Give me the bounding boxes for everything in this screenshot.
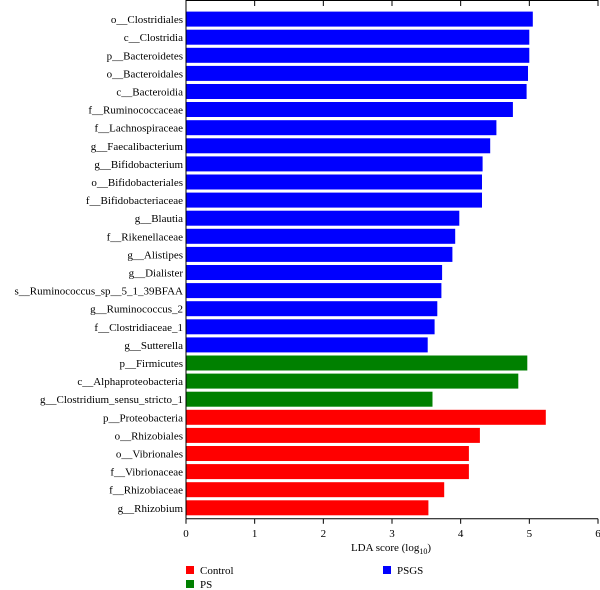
category-label: g__Dialister (129, 268, 184, 280)
x-axis-title: LDA score (log10) (351, 542, 431, 556)
bar-g-faecalibacterium (186, 138, 491, 154)
x-tick-label: 6 (595, 528, 600, 540)
category-label: g__Clostridium_sensu_stricto_1 (40, 394, 183, 406)
bar-f-rhizobiaceae (186, 482, 445, 498)
category-label: p__Bacteroidetes (107, 50, 183, 62)
bar-c-clostridia (186, 29, 530, 45)
x-axis-title-text: LDA score (log (351, 542, 420, 554)
legend-label-ps: PS (200, 579, 212, 590)
bar-o-bifidobacteriales (186, 174, 482, 190)
x-tick-label: 3 (389, 528, 395, 540)
category-label: f__Vibrionaceae (110, 467, 183, 479)
bar-g-rhizobium (186, 500, 429, 516)
category-label: o__Clostridiales (111, 14, 183, 26)
bar-p-proteobacteria (186, 409, 546, 425)
legend-swatch-psgs (383, 566, 391, 574)
category-label: o__Vibrionales (116, 449, 183, 461)
category-label: g__Bifidobacterium (94, 159, 183, 171)
category-label: g__Blautia (135, 213, 183, 225)
bar-g-blautia (186, 210, 460, 226)
legend-label-psgs: PSGS (397, 565, 423, 577)
category-label: p__Proteobacteria (103, 412, 183, 424)
category-label: c__Bacteroidia (116, 87, 183, 99)
category-labels-group: o__Clostridiales c__Clostridia p__Bacteroi… (15, 14, 184, 515)
legend-label-control: Control (200, 565, 234, 577)
bar-p-bacteroidetes (186, 47, 530, 63)
bar-f-rikenellaceae (186, 228, 456, 244)
x-axis-title-close: ) (427, 542, 431, 554)
bar-g-bifidobacterium (186, 156, 483, 172)
category-label: s__Ruminococcus_sp__5_1_39BFAA (15, 286, 184, 298)
category-label: f__Rikenellaceae (107, 231, 183, 243)
category-label: f__Clostridiaceae_1 (94, 322, 183, 334)
category-label: c__Alphaproteobacteria (77, 376, 183, 388)
bar-f-lachnospiraceae (186, 120, 497, 136)
x-tick-label: 1 (252, 528, 258, 540)
category-label: o__Rhizobiales (115, 430, 183, 442)
legend: Control PS PSGS (186, 565, 423, 590)
bar-o-bacteroidales (186, 65, 528, 81)
category-label: c__Clostridia (124, 32, 183, 44)
category-label: g__Sutterella (124, 340, 183, 352)
x-axis: 0 1 2 3 4 5 6 (183, 0, 600, 540)
x-tick-label: 2 (321, 528, 327, 540)
category-label: o__Bacteroidales (107, 68, 183, 80)
bar-g-clostridium-sensu-stricto-1 (186, 391, 433, 407)
category-label: g__Faecalibacterium (91, 141, 184, 153)
bar-p-firmicutes (186, 355, 528, 371)
bars-group (186, 11, 546, 516)
legend-swatch-ps (186, 580, 194, 588)
category-label: p__Firmicutes (119, 358, 183, 370)
category-label: f__Lachnospiraceae (94, 123, 183, 135)
bar-g-alistipes (186, 246, 453, 262)
bar-f-bifidobacteriaceae (186, 192, 482, 208)
bar-g-ruminococcus-2 (186, 301, 438, 317)
x-tick-label: 5 (527, 528, 533, 540)
category-label: f__Ruminococcaceae (88, 105, 183, 117)
legend-swatch-control (186, 566, 194, 574)
bar-s-ruminococcus-sp-5-1-39bfaa (186, 283, 442, 299)
bar-c-bacteroidia (186, 84, 527, 99)
bar-o-rhizobiales (186, 427, 480, 443)
bar-o-clostridiales (186, 11, 533, 27)
category-label: g__Rhizobium (118, 503, 184, 515)
bar-o-vibrionales (186, 446, 469, 461)
x-tick-label: 4 (458, 528, 464, 540)
category-label: f__Rhizobiaceae (109, 485, 183, 497)
x-tick-label: 0 (183, 528, 189, 540)
category-label: g__Ruminococcus_2 (90, 304, 183, 316)
category-label: f__Bifidobacteriaceae (86, 195, 183, 207)
x-axis-title-subscript: 10 (419, 547, 427, 556)
bar-f-vibrionaceae (186, 464, 469, 480)
category-label: o__Bifidobacteriales (91, 177, 183, 189)
bar-f-ruminococcaceae (186, 102, 513, 117)
bar-g-dialister (186, 265, 443, 280)
category-label: g__Alistipes (127, 249, 183, 261)
bar-f-clostridiaceae-1 (186, 319, 435, 335)
bar-c-alphaproteobacteria (186, 373, 519, 389)
bar-g-sutterella (186, 337, 428, 353)
